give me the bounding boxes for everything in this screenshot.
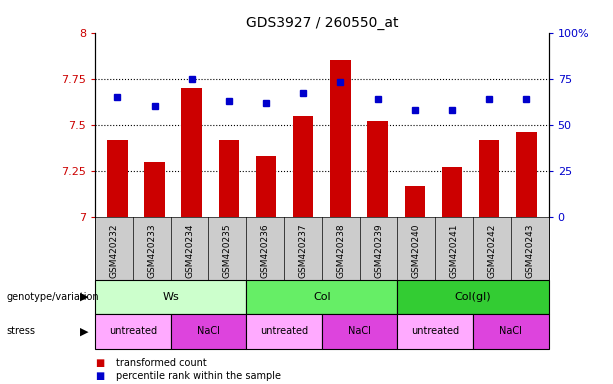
Bar xyxy=(107,139,128,217)
Bar xyxy=(479,139,500,217)
Bar xyxy=(330,60,351,217)
Text: GSM420238: GSM420238 xyxy=(336,223,345,278)
Text: percentile rank within the sample: percentile rank within the sample xyxy=(116,371,281,381)
Text: ■: ■ xyxy=(95,358,104,368)
Text: Col(gl): Col(gl) xyxy=(455,292,492,302)
Text: GSM420234: GSM420234 xyxy=(185,223,194,278)
Text: untreated: untreated xyxy=(411,326,459,336)
Text: NaCl: NaCl xyxy=(348,326,371,336)
Text: GSM420233: GSM420233 xyxy=(147,223,156,278)
Text: GSM420237: GSM420237 xyxy=(299,223,308,278)
Bar xyxy=(367,121,388,217)
Text: NaCl: NaCl xyxy=(500,326,522,336)
Text: Ws: Ws xyxy=(162,292,179,302)
Bar xyxy=(219,139,239,217)
Text: GSM420232: GSM420232 xyxy=(109,223,118,278)
Text: ▶: ▶ xyxy=(80,292,89,302)
Text: ▶: ▶ xyxy=(80,326,89,336)
Bar xyxy=(144,162,165,217)
Text: genotype/variation: genotype/variation xyxy=(6,292,99,302)
Text: GSM420240: GSM420240 xyxy=(412,223,421,278)
Title: GDS3927 / 260550_at: GDS3927 / 260550_at xyxy=(246,16,398,30)
Text: untreated: untreated xyxy=(109,326,157,336)
Text: GSM420242: GSM420242 xyxy=(487,223,497,278)
Text: ■: ■ xyxy=(95,371,104,381)
Bar xyxy=(405,185,425,217)
Bar xyxy=(516,132,536,217)
Bar xyxy=(293,116,313,217)
Text: GSM420236: GSM420236 xyxy=(261,223,270,278)
Text: GSM420235: GSM420235 xyxy=(223,223,232,278)
Text: GSM420241: GSM420241 xyxy=(449,223,459,278)
Text: NaCl: NaCl xyxy=(197,326,220,336)
Bar xyxy=(181,88,202,217)
Text: untreated: untreated xyxy=(260,326,308,336)
Text: GSM420243: GSM420243 xyxy=(525,223,535,278)
Text: transformed count: transformed count xyxy=(116,358,207,368)
Bar xyxy=(442,167,462,217)
Text: stress: stress xyxy=(6,326,35,336)
Text: Col: Col xyxy=(313,292,330,302)
Bar xyxy=(256,156,276,217)
Text: GSM420239: GSM420239 xyxy=(374,223,383,278)
